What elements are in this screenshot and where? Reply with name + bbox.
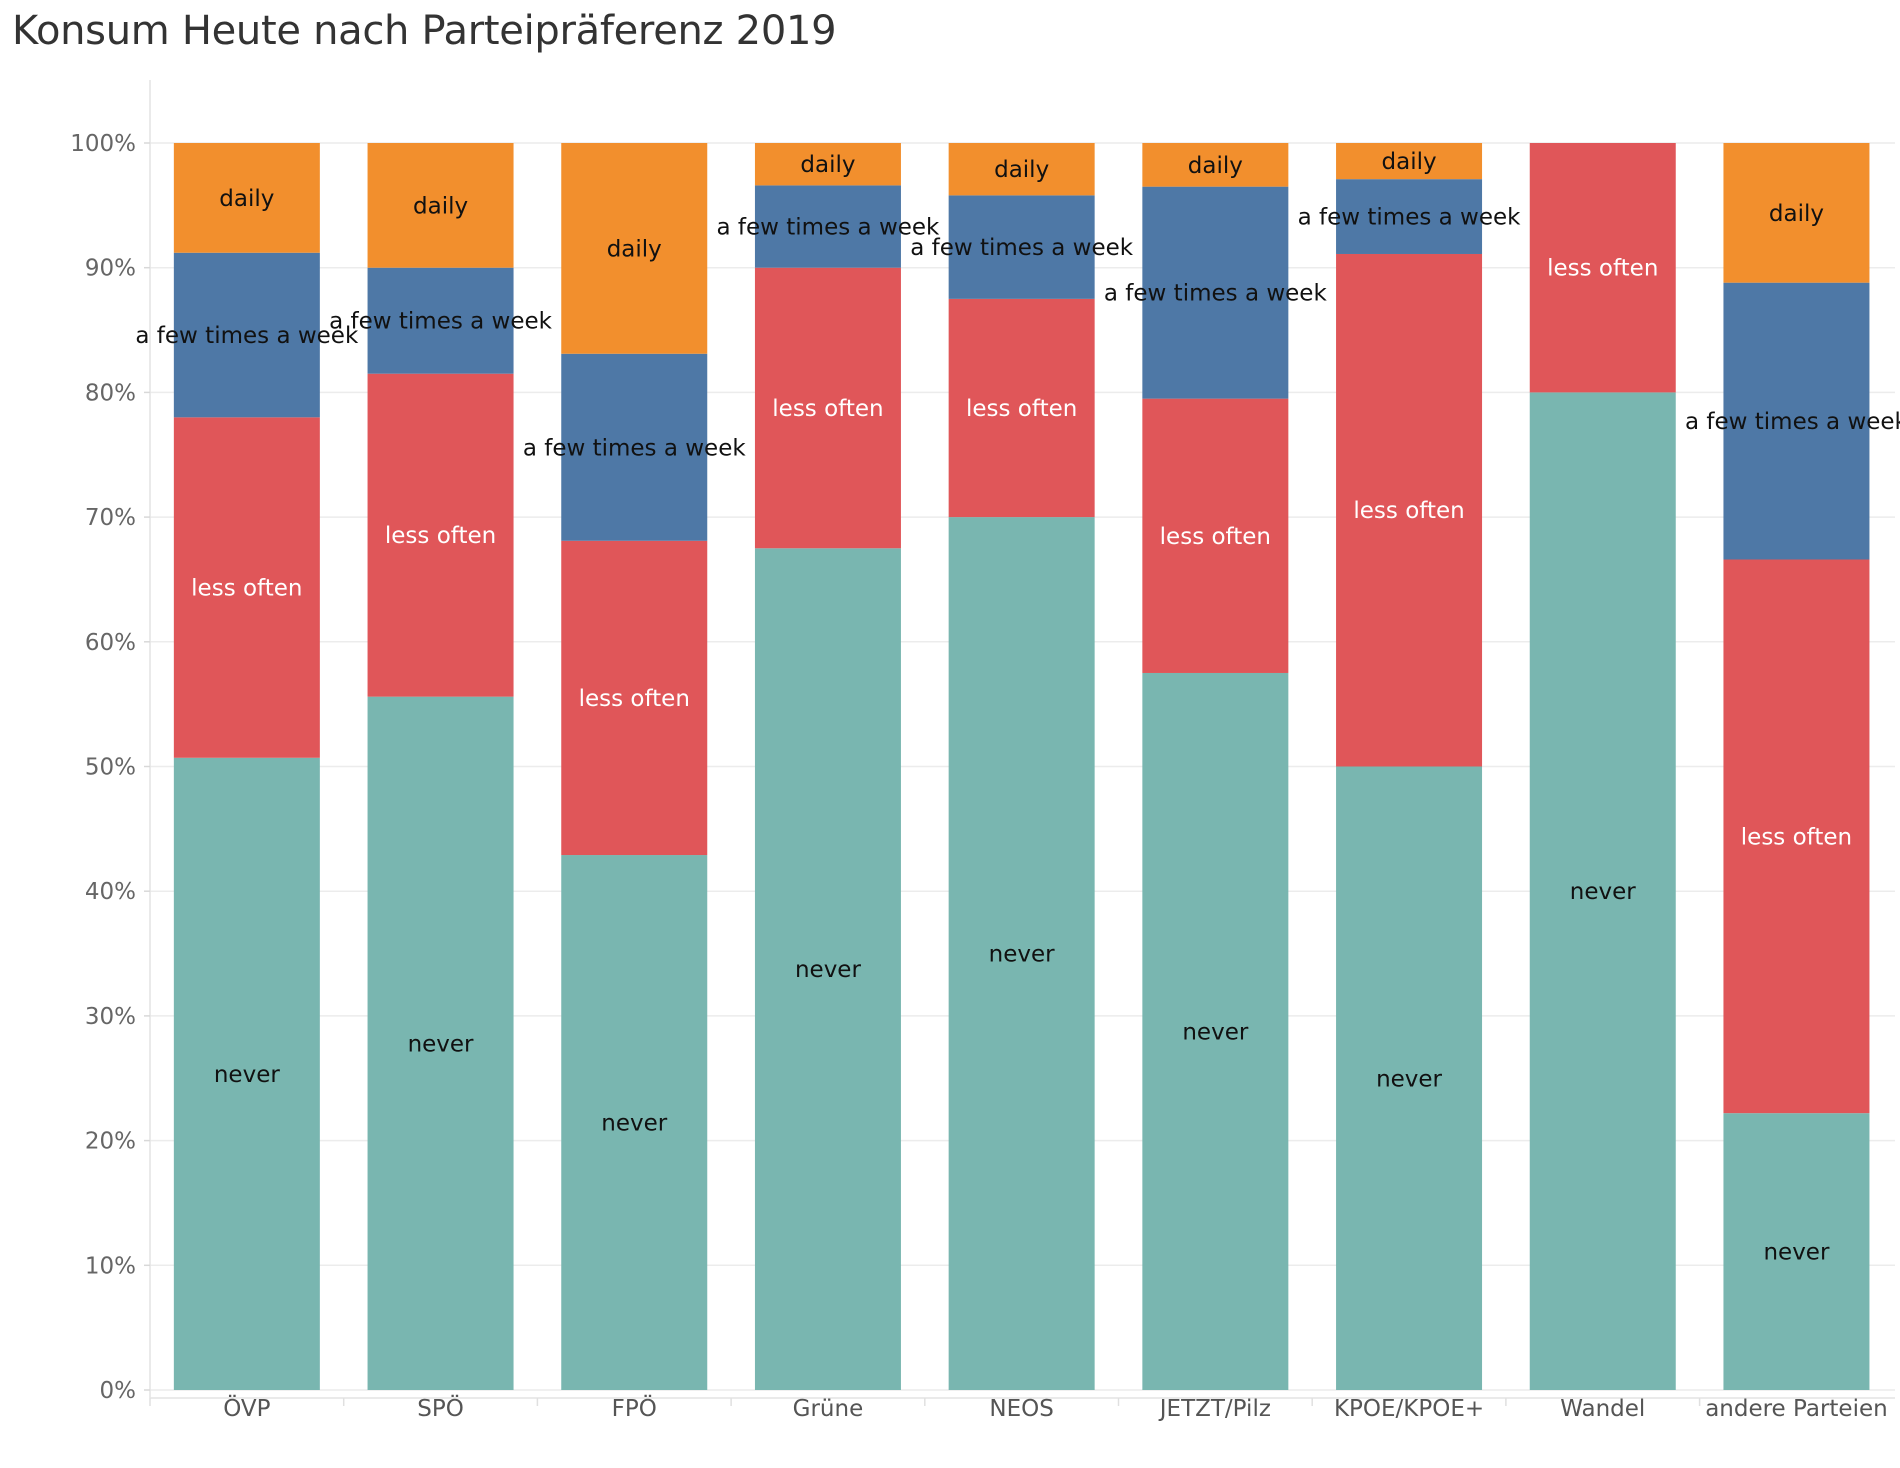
y-tick-label: 20% xyxy=(85,1129,136,1155)
bar-segment-never xyxy=(1529,392,1676,1390)
bar-segment-never xyxy=(948,517,1095,1390)
bar-segment-less-often xyxy=(1529,143,1676,393)
bar-segment-daily xyxy=(173,143,320,253)
bar-segment-daily xyxy=(754,143,901,186)
bar-segment-never xyxy=(1336,766,1483,1390)
segment-label: a few times a week xyxy=(329,309,553,335)
x-axis: ÖVP SPÖ FPÖ Grüne NEOS JETZT/Pilz KPOE/KPOE+ Wa… xyxy=(149,1394,1895,1422)
bar-segment-a-few-times-a-week xyxy=(948,195,1095,299)
bar-segment-daily xyxy=(948,143,1095,196)
segment-label: never xyxy=(1376,1066,1442,1092)
category-label: NEOS xyxy=(989,1396,1053,1422)
segment-label: less often xyxy=(772,396,883,422)
segment-label: never xyxy=(408,1031,474,1057)
bar-segment-daily xyxy=(1723,143,1870,283)
bar-segment-a-few-times-a-week xyxy=(1336,179,1483,254)
segment-label: daily xyxy=(219,186,274,212)
bar-segment-daily xyxy=(1142,143,1289,187)
segment-label: less often xyxy=(1741,824,1852,850)
segment-label: a few times a week xyxy=(523,435,747,461)
y-tick-label: 70% xyxy=(85,505,136,531)
bar-segment-never xyxy=(1142,672,1289,1390)
bar-segment-less-often xyxy=(173,417,320,758)
segment-label: never xyxy=(601,1111,667,1137)
y-axis: 0% 10% 20% 30% 40% 50% 60% 70% 80% 90% 100% xyxy=(70,80,151,1404)
y-tick-label: 80% xyxy=(85,380,136,406)
bar-segment-never xyxy=(754,548,901,1390)
bar-segment-never xyxy=(1723,1113,1870,1390)
chart-title: Konsum Heute nach Parteipräferenz 2019 xyxy=(12,8,837,54)
segment-label: a few times a week xyxy=(717,215,941,241)
segment-label: never xyxy=(1570,879,1636,905)
y-tick-label: 100% xyxy=(70,131,136,157)
segment-label: less often xyxy=(579,686,690,712)
bar-segment-less-often xyxy=(754,267,901,549)
bar-segment-less-often xyxy=(367,373,514,697)
bar-segment-a-few-times-a-week xyxy=(1723,282,1870,560)
bar-segment-less-often xyxy=(1142,398,1289,673)
bar-segment-never xyxy=(173,757,320,1390)
bars xyxy=(173,143,1870,1390)
bar-segment-daily xyxy=(1336,143,1483,180)
segment-label: less often xyxy=(385,523,496,549)
category-label: Wandel xyxy=(1560,1396,1645,1422)
segment-label: a few times a week xyxy=(135,323,359,349)
segment-label: a few times a week xyxy=(1685,409,1900,435)
bar-segment-less-often xyxy=(948,298,1095,518)
bar-segment-a-few-times-a-week xyxy=(173,252,320,418)
bar-segment-never xyxy=(561,855,708,1390)
bar-segment-less-often xyxy=(1723,559,1870,1114)
bar-segment-daily xyxy=(561,143,708,354)
category-label: FPÖ xyxy=(612,1394,657,1422)
segment-label: daily xyxy=(1382,149,1437,175)
segment-label: daily xyxy=(994,157,1049,183)
category-label: andere Parteien xyxy=(1705,1396,1888,1422)
segment-label: daily xyxy=(413,193,468,219)
segment-label: a few times a week xyxy=(1104,281,1328,307)
y-tick-label: 50% xyxy=(85,755,136,781)
bar-segment-less-often xyxy=(1336,253,1483,767)
segment-label: less often xyxy=(1160,524,1271,550)
segment-label: less often xyxy=(191,576,302,602)
segment-label: a few times a week xyxy=(1298,205,1522,231)
bar-segment-a-few-times-a-week xyxy=(754,185,901,268)
segment-label: daily xyxy=(607,236,662,262)
segment-label: never xyxy=(1763,1240,1829,1266)
category-label: SPÖ xyxy=(417,1394,464,1422)
segment-labels: never less often a few times a week daily ne… xyxy=(135,149,1900,1266)
category-label: KPOE/KPOE+ xyxy=(1334,1396,1484,1422)
y-tick-label: 30% xyxy=(85,1004,136,1030)
category-label: JETZT/Pilz xyxy=(1158,1396,1271,1422)
segment-label: never xyxy=(989,942,1055,968)
segment-label: daily xyxy=(1188,153,1243,179)
y-tick-label: 60% xyxy=(85,630,136,656)
bar-segment-daily xyxy=(367,143,514,268)
segment-label: less often xyxy=(966,396,1077,422)
segment-label: daily xyxy=(800,152,855,178)
segment-label: less often xyxy=(1353,498,1464,524)
bar-segment-a-few-times-a-week xyxy=(1142,186,1289,399)
bar-segment-never xyxy=(367,696,514,1390)
segment-label: daily xyxy=(1769,201,1824,227)
y-tick-label: 90% xyxy=(85,256,136,282)
bar-segment-a-few-times-a-week xyxy=(367,267,514,374)
y-tick-label: 10% xyxy=(85,1253,136,1279)
category-label: Grüne xyxy=(793,1396,864,1422)
bar-segment-a-few-times-a-week xyxy=(561,353,708,541)
category-label: ÖVP xyxy=(223,1394,270,1422)
segment-label: never xyxy=(214,1062,280,1088)
bar-segment-less-often xyxy=(561,540,708,856)
y-tick-label: 0% xyxy=(100,1378,137,1404)
segment-label: less often xyxy=(1547,256,1658,282)
segment-label: never xyxy=(795,957,861,983)
y-tick-label: 40% xyxy=(85,879,136,905)
segment-label: a few times a week xyxy=(910,235,1134,261)
segment-label: never xyxy=(1182,1019,1248,1045)
